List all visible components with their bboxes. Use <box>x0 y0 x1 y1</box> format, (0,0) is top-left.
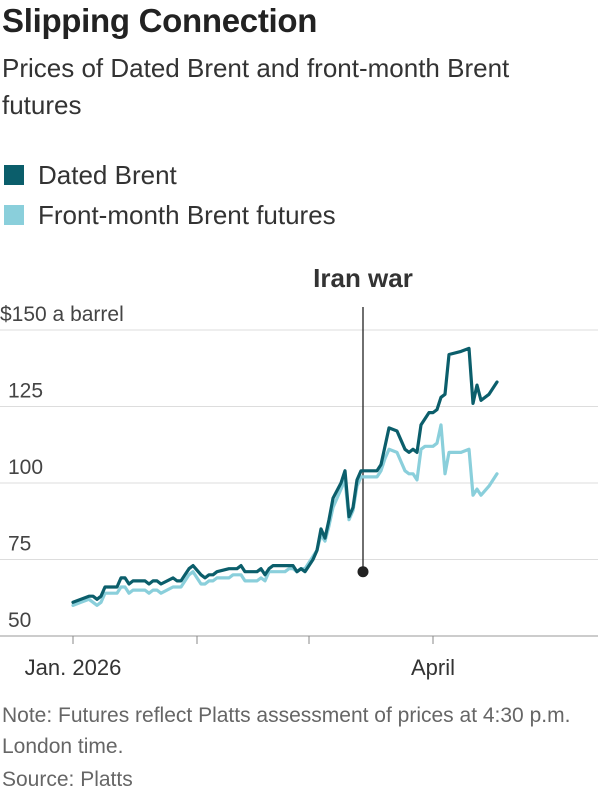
legend-item-brent-futures: Front-month Brent futures <box>4 195 336 235</box>
legend-swatch-brent-futures <box>4 205 24 225</box>
annotation-dot <box>357 566 369 578</box>
series-line-dated-brent <box>71 346 499 604</box>
y-tick-label: $150 a barrel <box>0 303 124 326</box>
legend: Dated Brent Front-month Brent futures <box>4 155 336 235</box>
chart-source: Source: Platts <box>2 768 133 791</box>
y-tick-label: 75 <box>8 533 31 556</box>
y-tick-label: 50 <box>8 609 31 632</box>
annotation-label: Iran war <box>313 263 413 293</box>
y-tick-label: 125 <box>8 380 43 403</box>
x-tick-label: April <box>411 655 455 680</box>
legend-swatch-dated-brent <box>4 165 24 185</box>
legend-label: Dated Brent <box>38 159 177 190</box>
chart-note: Note: Futures reflect Platts assessment … <box>2 704 571 758</box>
x-tick-label: Jan. 2026 <box>25 655 122 680</box>
legend-item-dated-brent: Dated Brent <box>4 155 336 195</box>
legend-label: Front-month Brent futures <box>38 199 336 230</box>
y-tick-label: 100 <box>8 456 43 479</box>
chart-subtitle: Prices of Dated Brent and front-month Br… <box>2 53 510 120</box>
series-line-brent-futures <box>71 423 499 607</box>
chart-title: Slipping Connection <box>2 2 318 39</box>
